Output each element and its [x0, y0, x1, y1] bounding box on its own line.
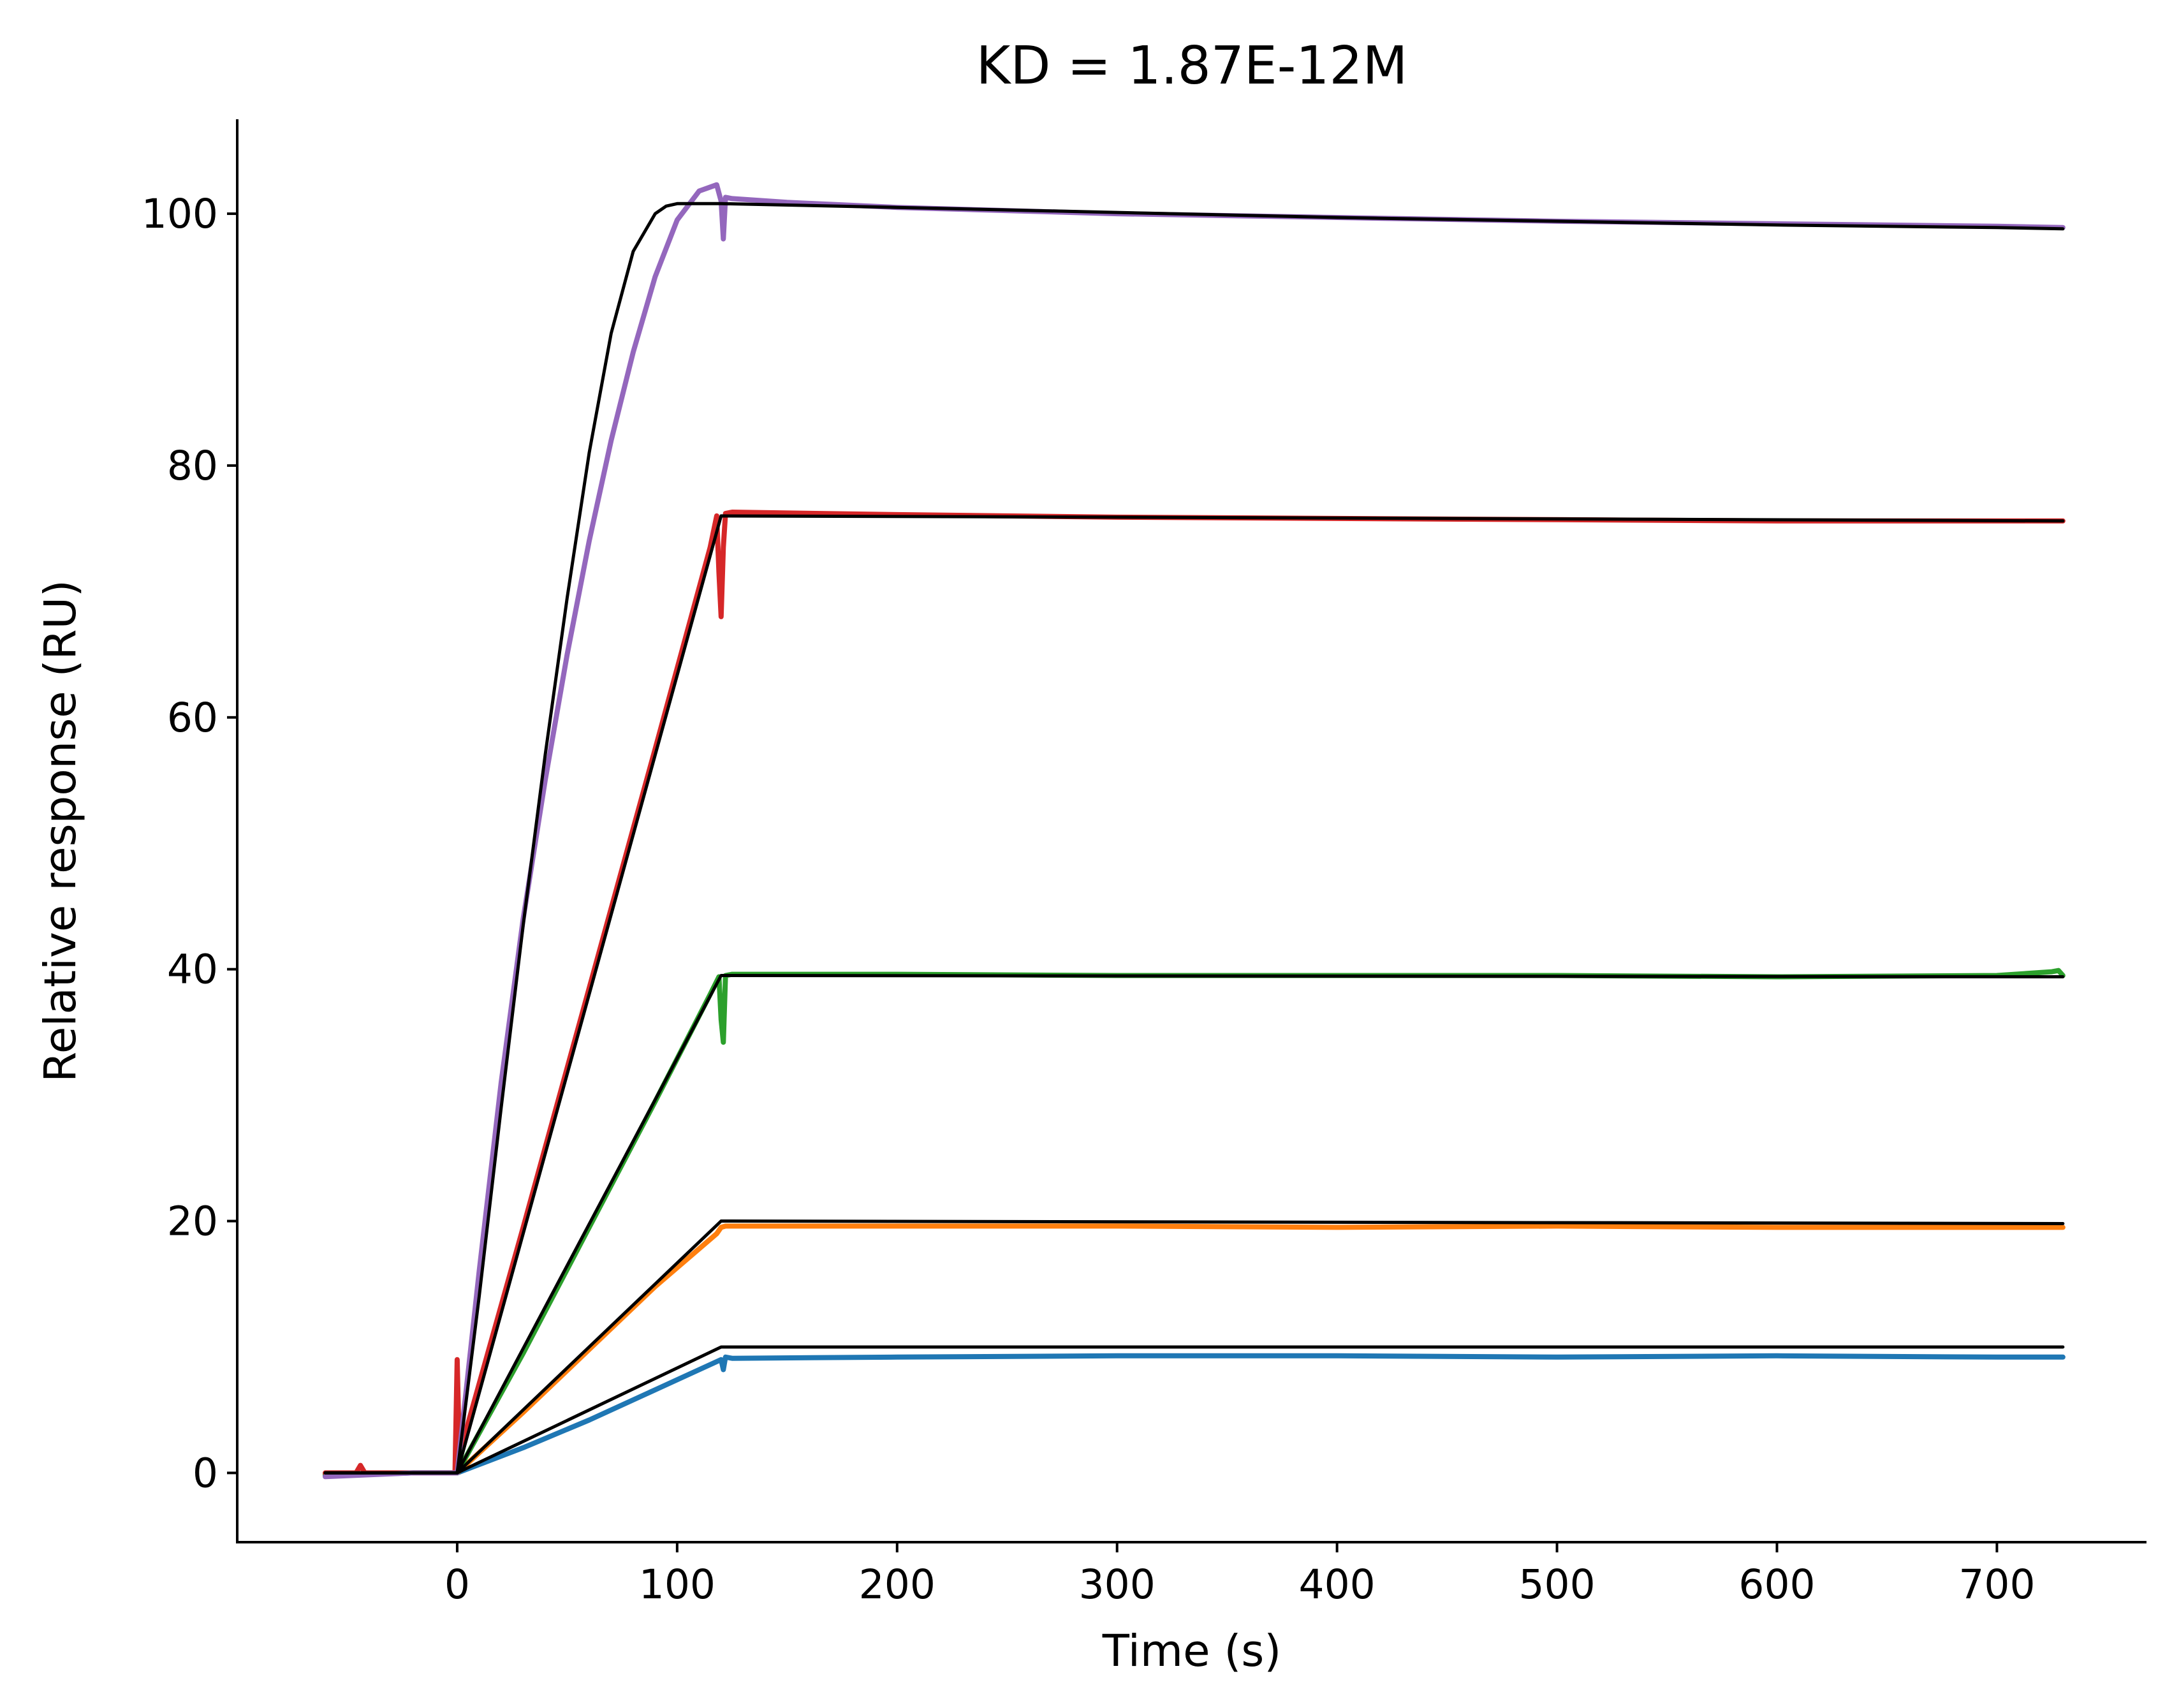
x-tick-label-100: 100	[639, 1561, 715, 1608]
data-series-0	[323, 1353, 2066, 1478]
y-tick-label-0: 0	[193, 1450, 218, 1496]
y-tick-label-100: 100	[142, 191, 218, 237]
x-tick-label-500: 500	[1518, 1561, 1595, 1608]
y-tick-label-60: 60	[167, 695, 218, 741]
ticks: 0 100 200 300 400 500 600 700 0 20 40 60 80 100	[142, 191, 2036, 1608]
fit-curve-9	[323, 202, 2065, 1475]
x-tick-label-300: 300	[1079, 1561, 1156, 1608]
axes	[236, 119, 2146, 1543]
fit-curve-5	[323, 1345, 2065, 1475]
data-series-3	[323, 510, 2066, 1476]
y-tick-label-40: 40	[167, 946, 218, 993]
x-tick-label-600: 600	[1738, 1561, 1815, 1608]
chart-title: KD = 1.87E-12M	[976, 36, 1408, 96]
y-tick-label-80: 80	[167, 443, 218, 489]
x-axis-title: Time (s)	[1102, 1626, 1282, 1677]
x-tick-label-0: 0	[444, 1561, 470, 1608]
series-layer	[323, 182, 2066, 1480]
x-tick-label-400: 400	[1299, 1561, 1376, 1608]
y-tick-label-20: 20	[167, 1198, 218, 1245]
y-axis-title: Relative response (RU)	[35, 580, 86, 1082]
data-series-4	[323, 182, 2066, 1480]
x-tick-label-200: 200	[859, 1561, 936, 1608]
x-tick-label-700: 700	[1958, 1561, 2035, 1608]
